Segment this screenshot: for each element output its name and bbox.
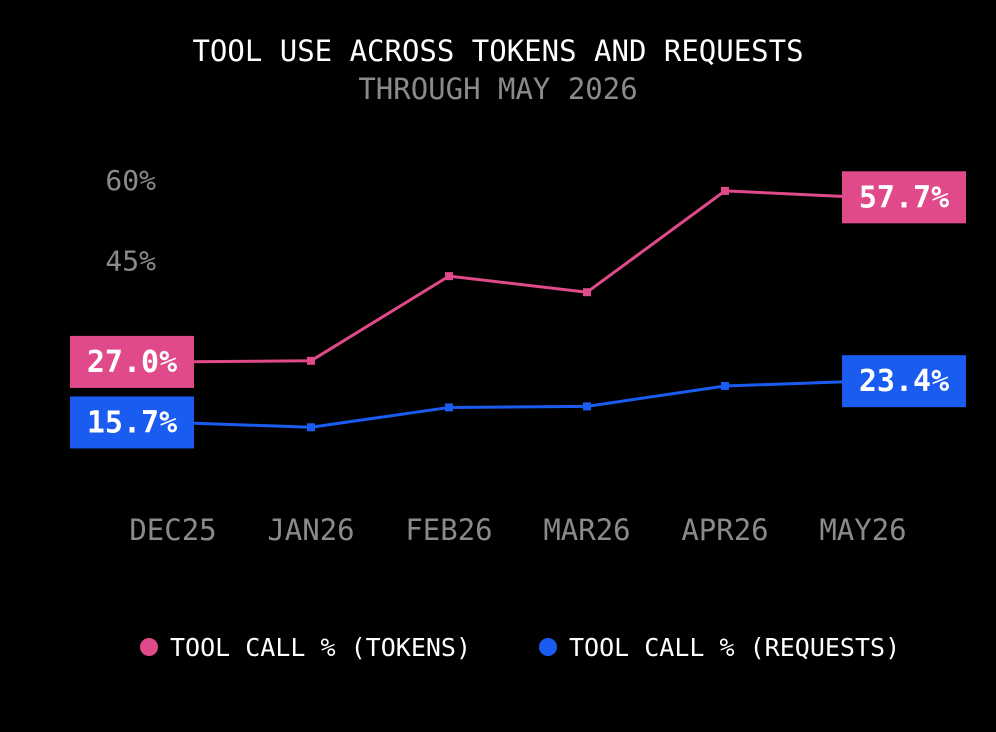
x-tick-label: MAY26 <box>819 513 906 547</box>
y-axis-ticks: 45% 60% <box>105 164 156 277</box>
end-label-text: 23.4% <box>859 364 949 399</box>
data-point <box>721 382 729 390</box>
data-point <box>445 403 453 412</box>
end-label-1: 23.4% <box>842 355 966 408</box>
end-labels: 27.0% 57.7% 15.7% 23.4% <box>70 171 966 449</box>
legend-label-1: TOOL CALL % (REQUESTS) <box>569 633 900 662</box>
start-label-0: 27.0% <box>70 335 194 388</box>
series-line-0 <box>172 189 864 364</box>
x-axis-ticks: DEC25 JAN26 FEB26 MAR26 APR26 MAY26 <box>129 513 906 547</box>
legend-swatch-0 <box>140 638 158 656</box>
x-tick-label: DEC25 <box>129 513 216 547</box>
start-label-text: 27.0% <box>87 345 177 380</box>
x-tick-label: FEB26 <box>405 513 492 547</box>
data-point <box>583 288 591 297</box>
y-tick-label: 45% <box>105 244 156 277</box>
data-point <box>583 402 591 411</box>
y-tick-label: 60% <box>105 164 156 197</box>
end-label-box <box>842 355 966 408</box>
start-label-1: 15.7% <box>70 396 194 449</box>
end-label-text: 57.7% <box>859 180 949 215</box>
start-label-box <box>70 396 194 449</box>
data-point <box>445 272 453 281</box>
legend-swatch-1 <box>539 638 557 656</box>
data-point <box>721 186 729 195</box>
chart-title: TOOL USE ACROSS TOKENS AND REQUESTS <box>192 34 803 68</box>
series-line-1 <box>172 379 864 429</box>
legend: TOOL CALL % (TOKENS) TOOL CALL % (REQUEST… <box>140 633 900 662</box>
legend-label-0: TOOL CALL % (TOKENS) <box>170 633 471 662</box>
data-point <box>307 356 315 365</box>
end-label-box <box>842 171 966 224</box>
x-tick-label: JAN26 <box>267 513 354 547</box>
x-tick-label: MAR26 <box>543 513 630 547</box>
start-label-box <box>70 335 194 388</box>
series-layer <box>172 186 864 432</box>
end-label-0: 57.7% <box>842 171 966 224</box>
x-tick-label: APR26 <box>681 513 768 547</box>
start-label-text: 15.7% <box>87 405 177 440</box>
chart-subtitle: THROUGH MAY 2026 <box>358 72 637 106</box>
data-point <box>307 423 315 432</box>
